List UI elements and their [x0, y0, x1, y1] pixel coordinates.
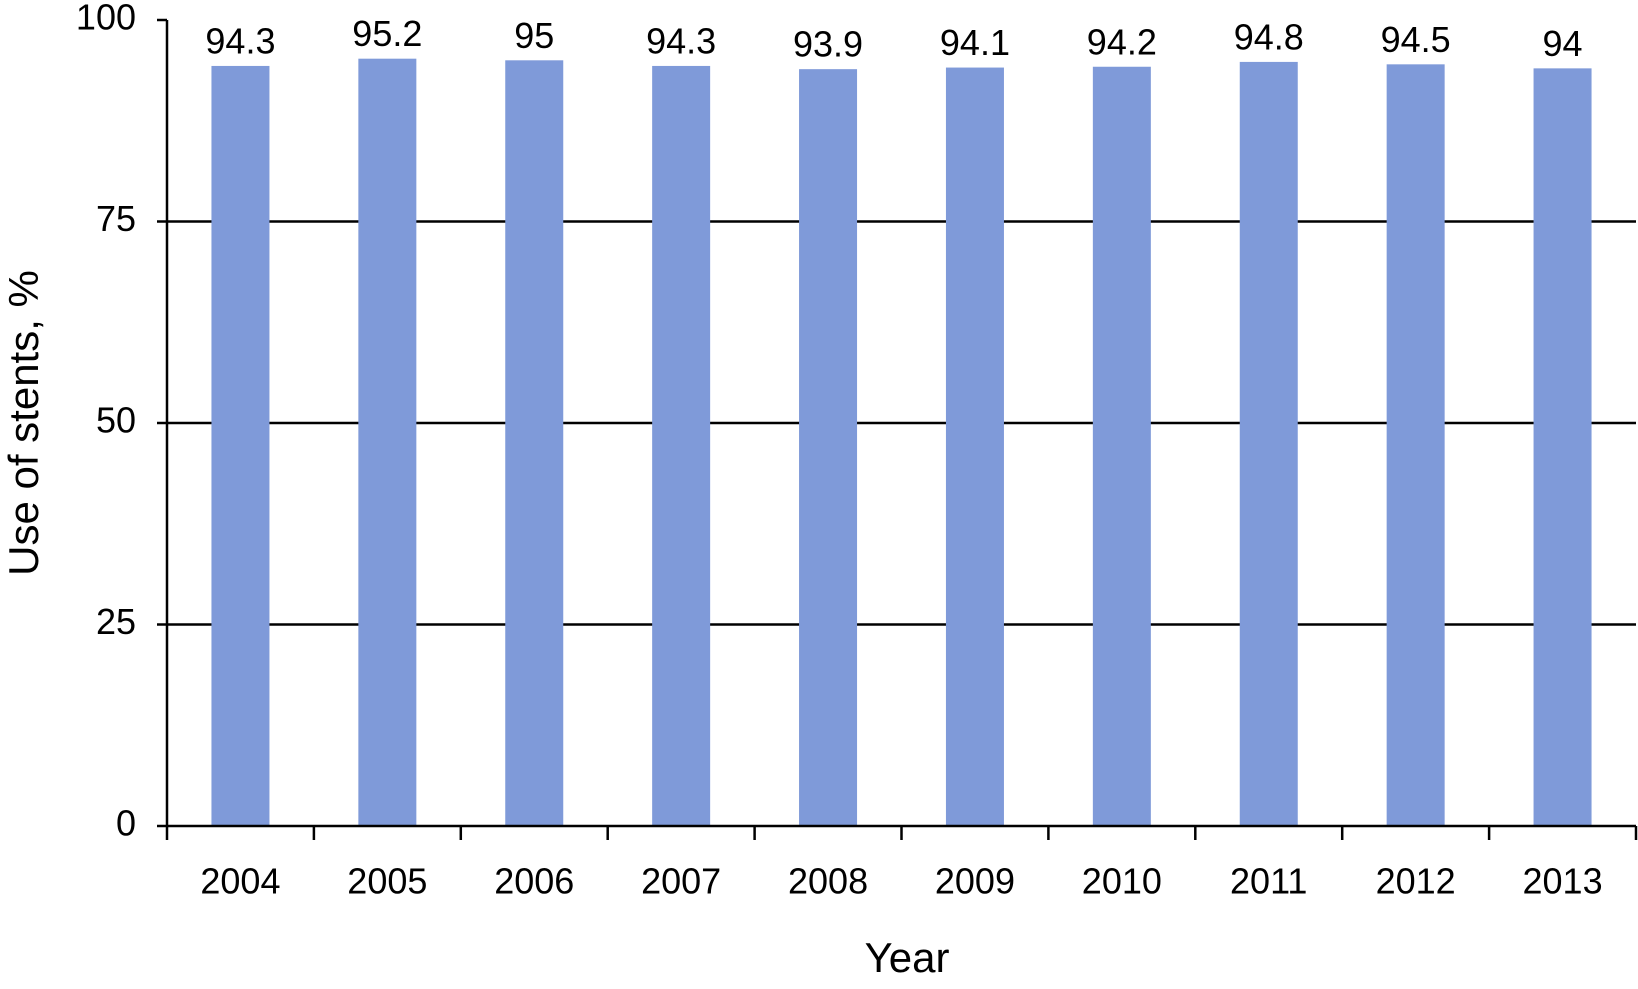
x-tick-label: 2010: [1082, 861, 1162, 902]
bar: [1386, 64, 1445, 826]
value-label: 94.8: [1234, 16, 1304, 57]
value-label: 95: [514, 15, 554, 56]
value-label: 94.5: [1381, 19, 1451, 60]
x-tick-label: 2013: [1523, 861, 1603, 902]
y-tick-label: 75: [96, 198, 136, 239]
x-tick-label: 2007: [641, 861, 721, 902]
bar: [505, 60, 564, 827]
value-label: 94.2: [1087, 21, 1157, 62]
x-tick-label: 2012: [1376, 861, 1456, 902]
bar: [652, 65, 711, 826]
x-tick-label: 2005: [347, 861, 427, 902]
y-tick-label: 25: [96, 601, 136, 642]
bar: [945, 67, 1004, 826]
bar: [1239, 61, 1298, 827]
x-axis-title: Year: [865, 934, 950, 981]
y-tick-label: 100: [76, 0, 136, 38]
x-tick-label: 2008: [788, 861, 868, 902]
x-tick-label: 2009: [935, 861, 1015, 902]
x-tick-label: 2006: [494, 861, 574, 902]
value-label: 95.2: [352, 13, 422, 54]
value-label: 93.9: [793, 24, 863, 65]
x-tick-label: 2011: [1230, 861, 1307, 902]
bar: [358, 58, 417, 827]
value-label: 94.3: [205, 20, 275, 61]
y-tick-label: 0: [116, 803, 136, 844]
value-label: 94.1: [940, 22, 1010, 63]
y-tick-label: 50: [96, 400, 136, 441]
bar: [1092, 66, 1151, 827]
value-label: 94.3: [646, 20, 716, 61]
value-label: 94: [1543, 23, 1583, 64]
bar: [799, 69, 858, 826]
x-tick-label: 2004: [200, 861, 280, 902]
bar: [1533, 68, 1592, 827]
y-axis-title: Use of stents, %: [0, 270, 47, 576]
bar: [211, 65, 270, 826]
